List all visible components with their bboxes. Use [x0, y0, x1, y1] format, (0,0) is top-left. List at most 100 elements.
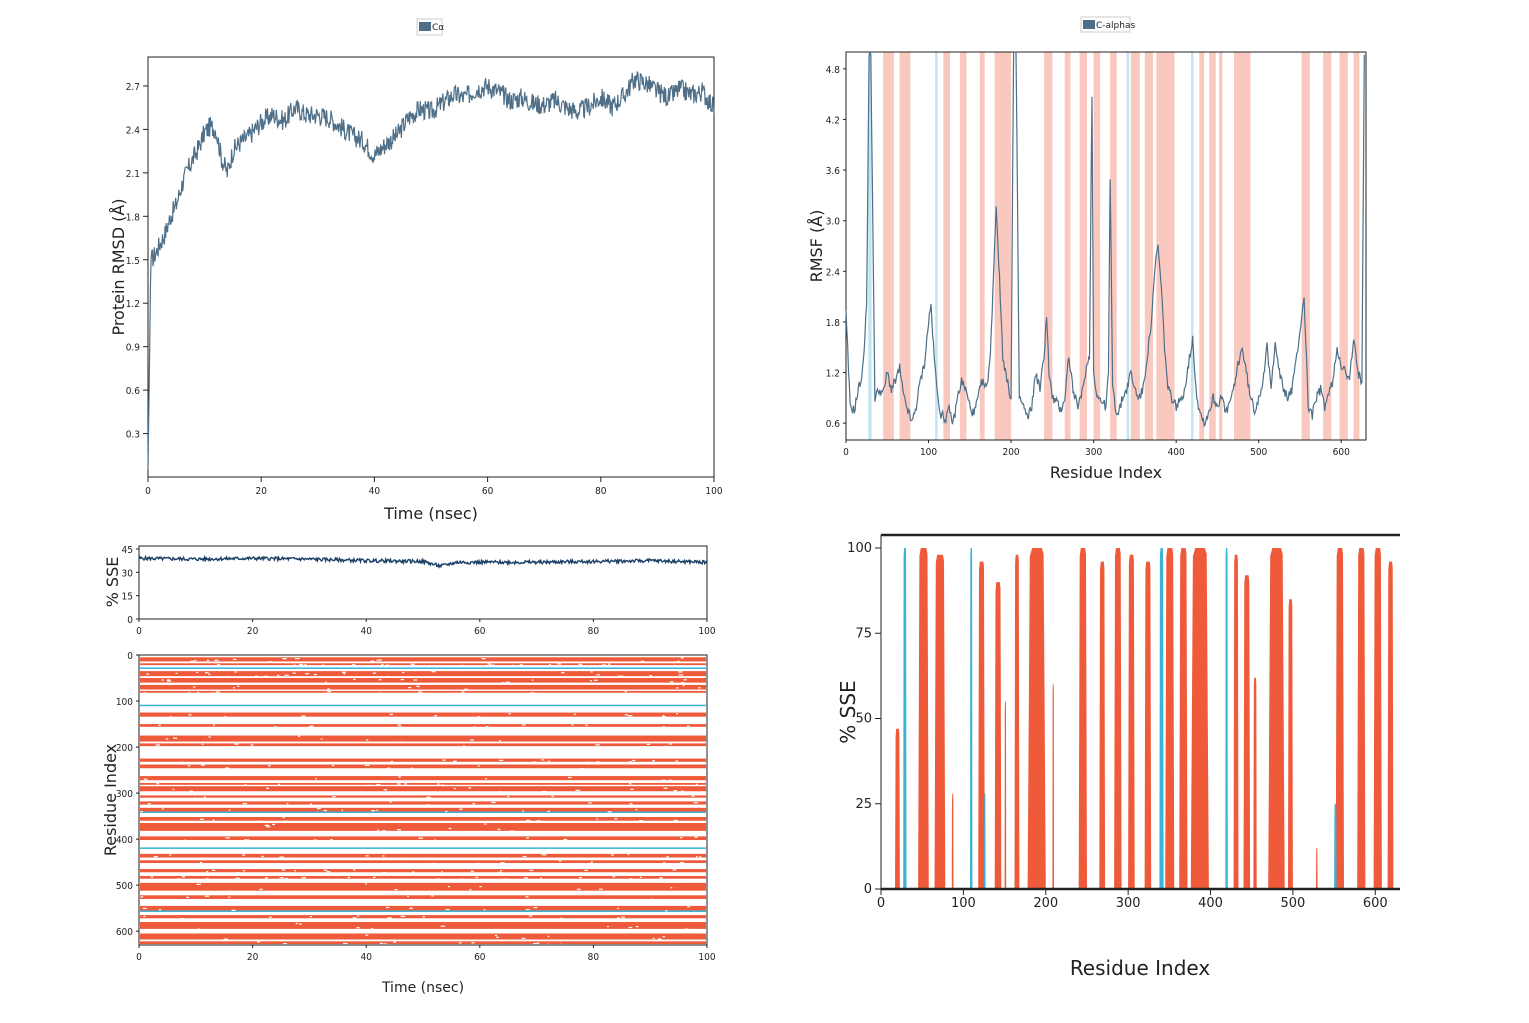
residue-timeline-gap: [501, 682, 505, 684]
residue-timeline-gap: [480, 689, 483, 691]
sse-res-x-tick-label-5: 500: [1280, 896, 1305, 911]
sse-res-x-tick-label-0: 0: [877, 896, 885, 911]
residue-timeline-helix-band-17: [140, 807, 706, 812]
residue-timeline-gap: [231, 909, 236, 911]
residue-timeline-gap: [411, 767, 413, 769]
residue-timeline-gap: [659, 877, 663, 879]
sse-residue-helix-24: [1335, 548, 1344, 889]
residue-timeline-gap: [673, 790, 678, 792]
rmsf-strand-band-3: [1191, 52, 1194, 440]
sse-res-y-tick-label-0: 0: [864, 882, 872, 897]
residue-timeline-gap: [461, 691, 465, 693]
rmsd-x-ticks: 0 20 40 60 80 100: [145, 477, 723, 497]
residue-timeline-gap: [573, 713, 576, 715]
residue-timeline-gap: [199, 818, 204, 820]
sse-residue-helix-12: [1114, 548, 1122, 889]
residue-timeline-gap: [627, 853, 630, 856]
rmsf-y-tick-label-7: 4.8: [826, 65, 841, 76]
residue-timeline-gap: [376, 783, 381, 786]
residue-timeline-helix-band-7: [140, 724, 706, 727]
sse-time-x-tick-label-0: 0: [136, 626, 142, 637]
residue-timeline-gap: [225, 837, 230, 839]
residue-timeline-helix-band-11: [140, 764, 706, 769]
residue-timeline-helix-band-4: [140, 684, 706, 690]
residue-timeline-gap: [483, 909, 486, 911]
residue-timeline-gap: [675, 760, 679, 762]
sse-residue-helix-0: [895, 728, 900, 889]
residue-timeline-gap: [436, 878, 441, 880]
residue-timeline-gap: [596, 818, 599, 820]
residue-timeline-gap: [376, 659, 380, 661]
sse-residue-helix-8: [1027, 548, 1046, 889]
residue-timeline-gap: [611, 854, 614, 856]
residue-timeline-gap: [242, 870, 246, 872]
residue-timeline-gap: [596, 674, 600, 676]
residue-timeline-gap: [188, 714, 192, 716]
residue-timeline-gap: [376, 809, 379, 811]
residue-timeline-gap: [679, 862, 685, 864]
residue-timeline-gap: [282, 658, 287, 660]
residue-timeline-gap: [304, 663, 307, 666]
residue-timeline-gap: [394, 889, 398, 891]
rmsd-x-tick-label-4: 80: [595, 486, 607, 497]
residue-timeline-gap: [663, 862, 666, 864]
sse-res-y-tick-label-4: 100: [847, 541, 872, 556]
rmsf-helix-band-18: [1301, 52, 1310, 440]
residue-timeline-gap: [662, 714, 665, 717]
residue-timeline-gap: [143, 692, 146, 694]
residue-timeline-gap: [418, 837, 423, 839]
residue-timeline-gap: [541, 759, 545, 761]
residue-timeline-gap: [673, 819, 678, 821]
residue-timeline-gap: [282, 817, 285, 819]
residue-timeline-gap: [677, 660, 680, 662]
residue-timeline-gap: [624, 714, 628, 716]
residue-timeline-gap: [390, 760, 394, 763]
residue-timeline-gap: [481, 658, 486, 660]
residue-timeline-gap: [228, 896, 231, 898]
residue-timeline-gap: [189, 790, 193, 792]
residue-timeline-gap: [402, 671, 405, 674]
residue-timeline-gap: [558, 860, 562, 862]
residue-timeline-gap: [244, 784, 247, 786]
rmsf-helix-band-10: [1110, 52, 1117, 440]
rmsf-helix-band-19: [1323, 52, 1332, 440]
residue-timeline-gap: [500, 870, 503, 872]
sse-residue-helix-2: [934, 554, 946, 889]
residue-timeline-gap: [431, 671, 436, 673]
residue-timeline-gap: [460, 664, 464, 667]
residue-timeline-gap: [521, 937, 526, 939]
residue-timeline-gap: [528, 915, 533, 917]
residue-timeline-gap: [445, 810, 448, 812]
residue-timeline-gap: [393, 941, 397, 943]
residue-timeline-gap: [172, 788, 175, 790]
residue-timeline-gap: [284, 820, 288, 822]
residue-timeline-gap: [499, 791, 502, 793]
rmsd-x-tick-label-3: 60: [482, 486, 494, 497]
residue-timeline-gap: [196, 671, 199, 673]
residue-timeline-gap: [547, 760, 550, 762]
sse-residue-helix-23: [1316, 848, 1318, 889]
residue-timeline-gap: [575, 789, 580, 791]
residue-timeline-gap: [363, 939, 367, 941]
residue-timeline-gap: [269, 916, 272, 918]
residue-timeline-gap: [591, 861, 593, 863]
residue-timeline-helix-band-29: [140, 921, 706, 929]
residue-timeline-gap: [386, 676, 391, 678]
rmsd-x-tick-label-2: 40: [369, 486, 381, 497]
residue-timeline-gap: [353, 678, 356, 680]
sse-residue-helix-16: [1179, 548, 1188, 889]
residue-timeline-gap: [146, 673, 150, 675]
residue-timeline-gap: [576, 863, 581, 865]
rmsf-helix-band-20: [1339, 52, 1348, 440]
residue-timeline-gap: [385, 906, 390, 909]
rmsd-y-tick-label-6: 2.1: [126, 169, 140, 180]
residue-timeline-gap: [617, 907, 619, 909]
rmsd-x-tick-label-0: 0: [145, 486, 151, 497]
residue-timeline-gap: [448, 886, 450, 888]
residue-timeline-gap: [380, 942, 383, 944]
residue-timeline-gap: [519, 664, 523, 666]
residue-timeline-gap: [206, 871, 209, 873]
residue-timeline-strand-band-1: [140, 704, 706, 707]
residue-timeline-gap: [208, 673, 211, 675]
residue-timeline-gap: [639, 876, 642, 878]
